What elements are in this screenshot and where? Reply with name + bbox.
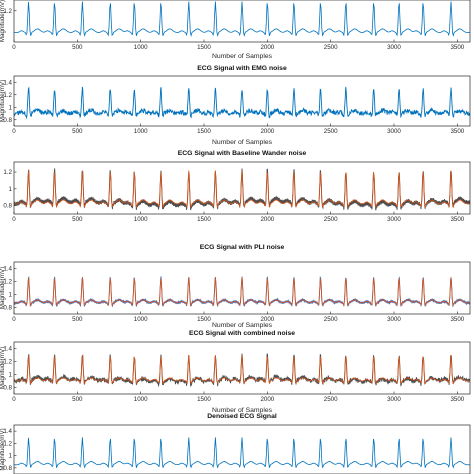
panel-title: ECG Signal with PLI noise — [200, 244, 285, 251]
x-tick-label: 500 — [72, 216, 83, 223]
x-tick-label: 1000 — [134, 128, 148, 135]
panel-title: ECG Signal with combined noise — [189, 330, 295, 337]
y-tick-label: 0.8 — [3, 305, 12, 312]
plot-frame — [13, 261, 471, 315]
ecg-panel-1: 0 500 1000 1500 2000 2500 3000 3500 1.2Magnitude… — [0, 0, 471, 60]
x-tick-label: 2500 — [324, 44, 338, 51]
x-tick-label: 0 — [12, 216, 16, 223]
x-tick-label: 1500 — [197, 216, 211, 223]
series-line-1 — [14, 1, 470, 37]
x-tick-label: 2000 — [260, 44, 274, 51]
series-line-1 — [14, 275, 470, 308]
x-tick-label: 0 — [12, 316, 16, 323]
x-tick-label: 0 — [12, 396, 16, 403]
x-tick-label: 3500 — [450, 316, 464, 323]
x-tick-label: 500 — [72, 316, 83, 323]
ecg-panel-3: 0 500 1000 1500 2000 2500 3000 3500 0.8 1 1.2 ECG S… — [3, 150, 471, 223]
x-tick-label: 2000 — [260, 396, 274, 403]
x-tick-label: 3000 — [387, 216, 401, 223]
x-axis-label: Number of Samples — [212, 407, 273, 414]
x-tick-label: 0 — [12, 128, 16, 135]
series-line-2 — [14, 277, 470, 308]
x-tick-label: 2500 — [324, 128, 338, 135]
x-tick-label: 3500 — [450, 216, 464, 223]
y-tick-label: 1.4 — [3, 346, 12, 353]
y-tick-label: 0.8 — [3, 117, 12, 124]
x-axis-label: Number of Samples — [212, 53, 273, 60]
series-line-1 — [14, 86, 470, 120]
series-line-1 — [14, 168, 470, 211]
y-tick-label: 1 — [9, 372, 13, 379]
y-axis-label: Magnitude(mV) — [0, 267, 6, 309]
x-tick-label: 0 — [12, 44, 16, 51]
x-tick-label: 3500 — [450, 396, 464, 403]
panel-title: Denoised ECG Signal — [207, 413, 277, 420]
y-tick-label: 1.2 — [3, 169, 12, 176]
x-tick-label: 1000 — [134, 44, 148, 51]
x-tick-label: 1000 — [134, 316, 148, 323]
y-axis-label: Magnitude(mV) — [0, 428, 6, 470]
y-tick-label: 1.4 — [3, 428, 12, 435]
ecg-panel-2: 0 500 1000 1500 2000 2500 3000 3500 0.8 1 1.2 1.4Ma… — [0, 65, 471, 146]
x-tick-label: 3000 — [387, 128, 401, 135]
x-tick-label: 3500 — [450, 44, 464, 51]
x-tick-label: 1500 — [197, 44, 211, 51]
y-tick-label: 1 — [9, 292, 13, 299]
y-tick-label: 1.4 — [3, 79, 12, 86]
y-tick-label: 1.2 — [3, 92, 12, 99]
panel-title: ECG Signal with Baseline Wander noise — [178, 150, 307, 157]
plot-frame — [13, 75, 471, 127]
x-tick-label: 2500 — [324, 396, 338, 403]
y-tick-label: 1.2 — [3, 440, 12, 447]
series-line-2 — [14, 355, 470, 386]
x-tick-label: 2000 — [260, 316, 274, 323]
x-tick-label: 500 — [72, 396, 83, 403]
x-tick-label: 3000 — [387, 44, 401, 51]
ecg-panel-5: 0 500 1000 1500 2000 2500 3000 3500 0.8 1 1.2 1.4Ma… — [0, 330, 471, 414]
series-line-2 — [14, 170, 470, 209]
x-tick-label: 2000 — [260, 216, 274, 223]
y-tick-label: 1.4 — [3, 266, 12, 273]
y-tick-label: 1.2 — [3, 8, 12, 15]
x-tick-label: 500 — [72, 44, 83, 51]
plot-frame — [13, 341, 471, 395]
y-axis-label: Magnitude(mV) — [0, 0, 6, 42]
y-axis-label: Magnitude(mV) — [0, 80, 6, 122]
x-tick-label: 3500 — [450, 128, 464, 135]
ecg-panel-4: 0 500 1000 1500 2000 2500 3000 3500 0.8 1 1.2 1.4Ma… — [0, 244, 471, 329]
x-tick-label: 1500 — [197, 128, 211, 135]
x-tick-label: 2500 — [324, 316, 338, 323]
y-tick-label: 1 — [9, 186, 13, 193]
x-tick-label: 3000 — [387, 396, 401, 403]
plot-frame — [13, 424, 471, 474]
plot-frame — [13, 161, 471, 215]
x-tick-label: 3000 — [387, 316, 401, 323]
x-axis-label: Number of Samples — [212, 139, 273, 146]
x-tick-label: 1500 — [197, 396, 211, 403]
y-tick-label: 1.2 — [3, 279, 12, 286]
panel-title: ECG Signal with EMG noise — [197, 65, 287, 72]
y-tick-label: 0.8 — [3, 203, 12, 210]
x-tick-label: 1000 — [134, 216, 148, 223]
x-tick-label: 1500 — [197, 316, 211, 323]
y-tick-label: 1 — [9, 453, 13, 460]
y-axis-label: Magnitude(mV) — [0, 347, 6, 389]
x-tick-label: 2500 — [324, 216, 338, 223]
x-tick-label: 1000 — [134, 396, 148, 403]
x-axis-label: Number of Samples — [212, 322, 273, 329]
series-line-1 — [14, 437, 470, 469]
x-tick-label: 500 — [72, 128, 83, 135]
y-tick-label: 0.8 — [3, 465, 12, 472]
x-tick-label: 2000 — [260, 128, 274, 135]
plot-frame — [13, 0, 471, 43]
y-tick-label: 1.2 — [3, 359, 12, 366]
y-tick-label: 0.8 — [3, 385, 12, 392]
y-tick-label: 1 — [9, 104, 13, 111]
